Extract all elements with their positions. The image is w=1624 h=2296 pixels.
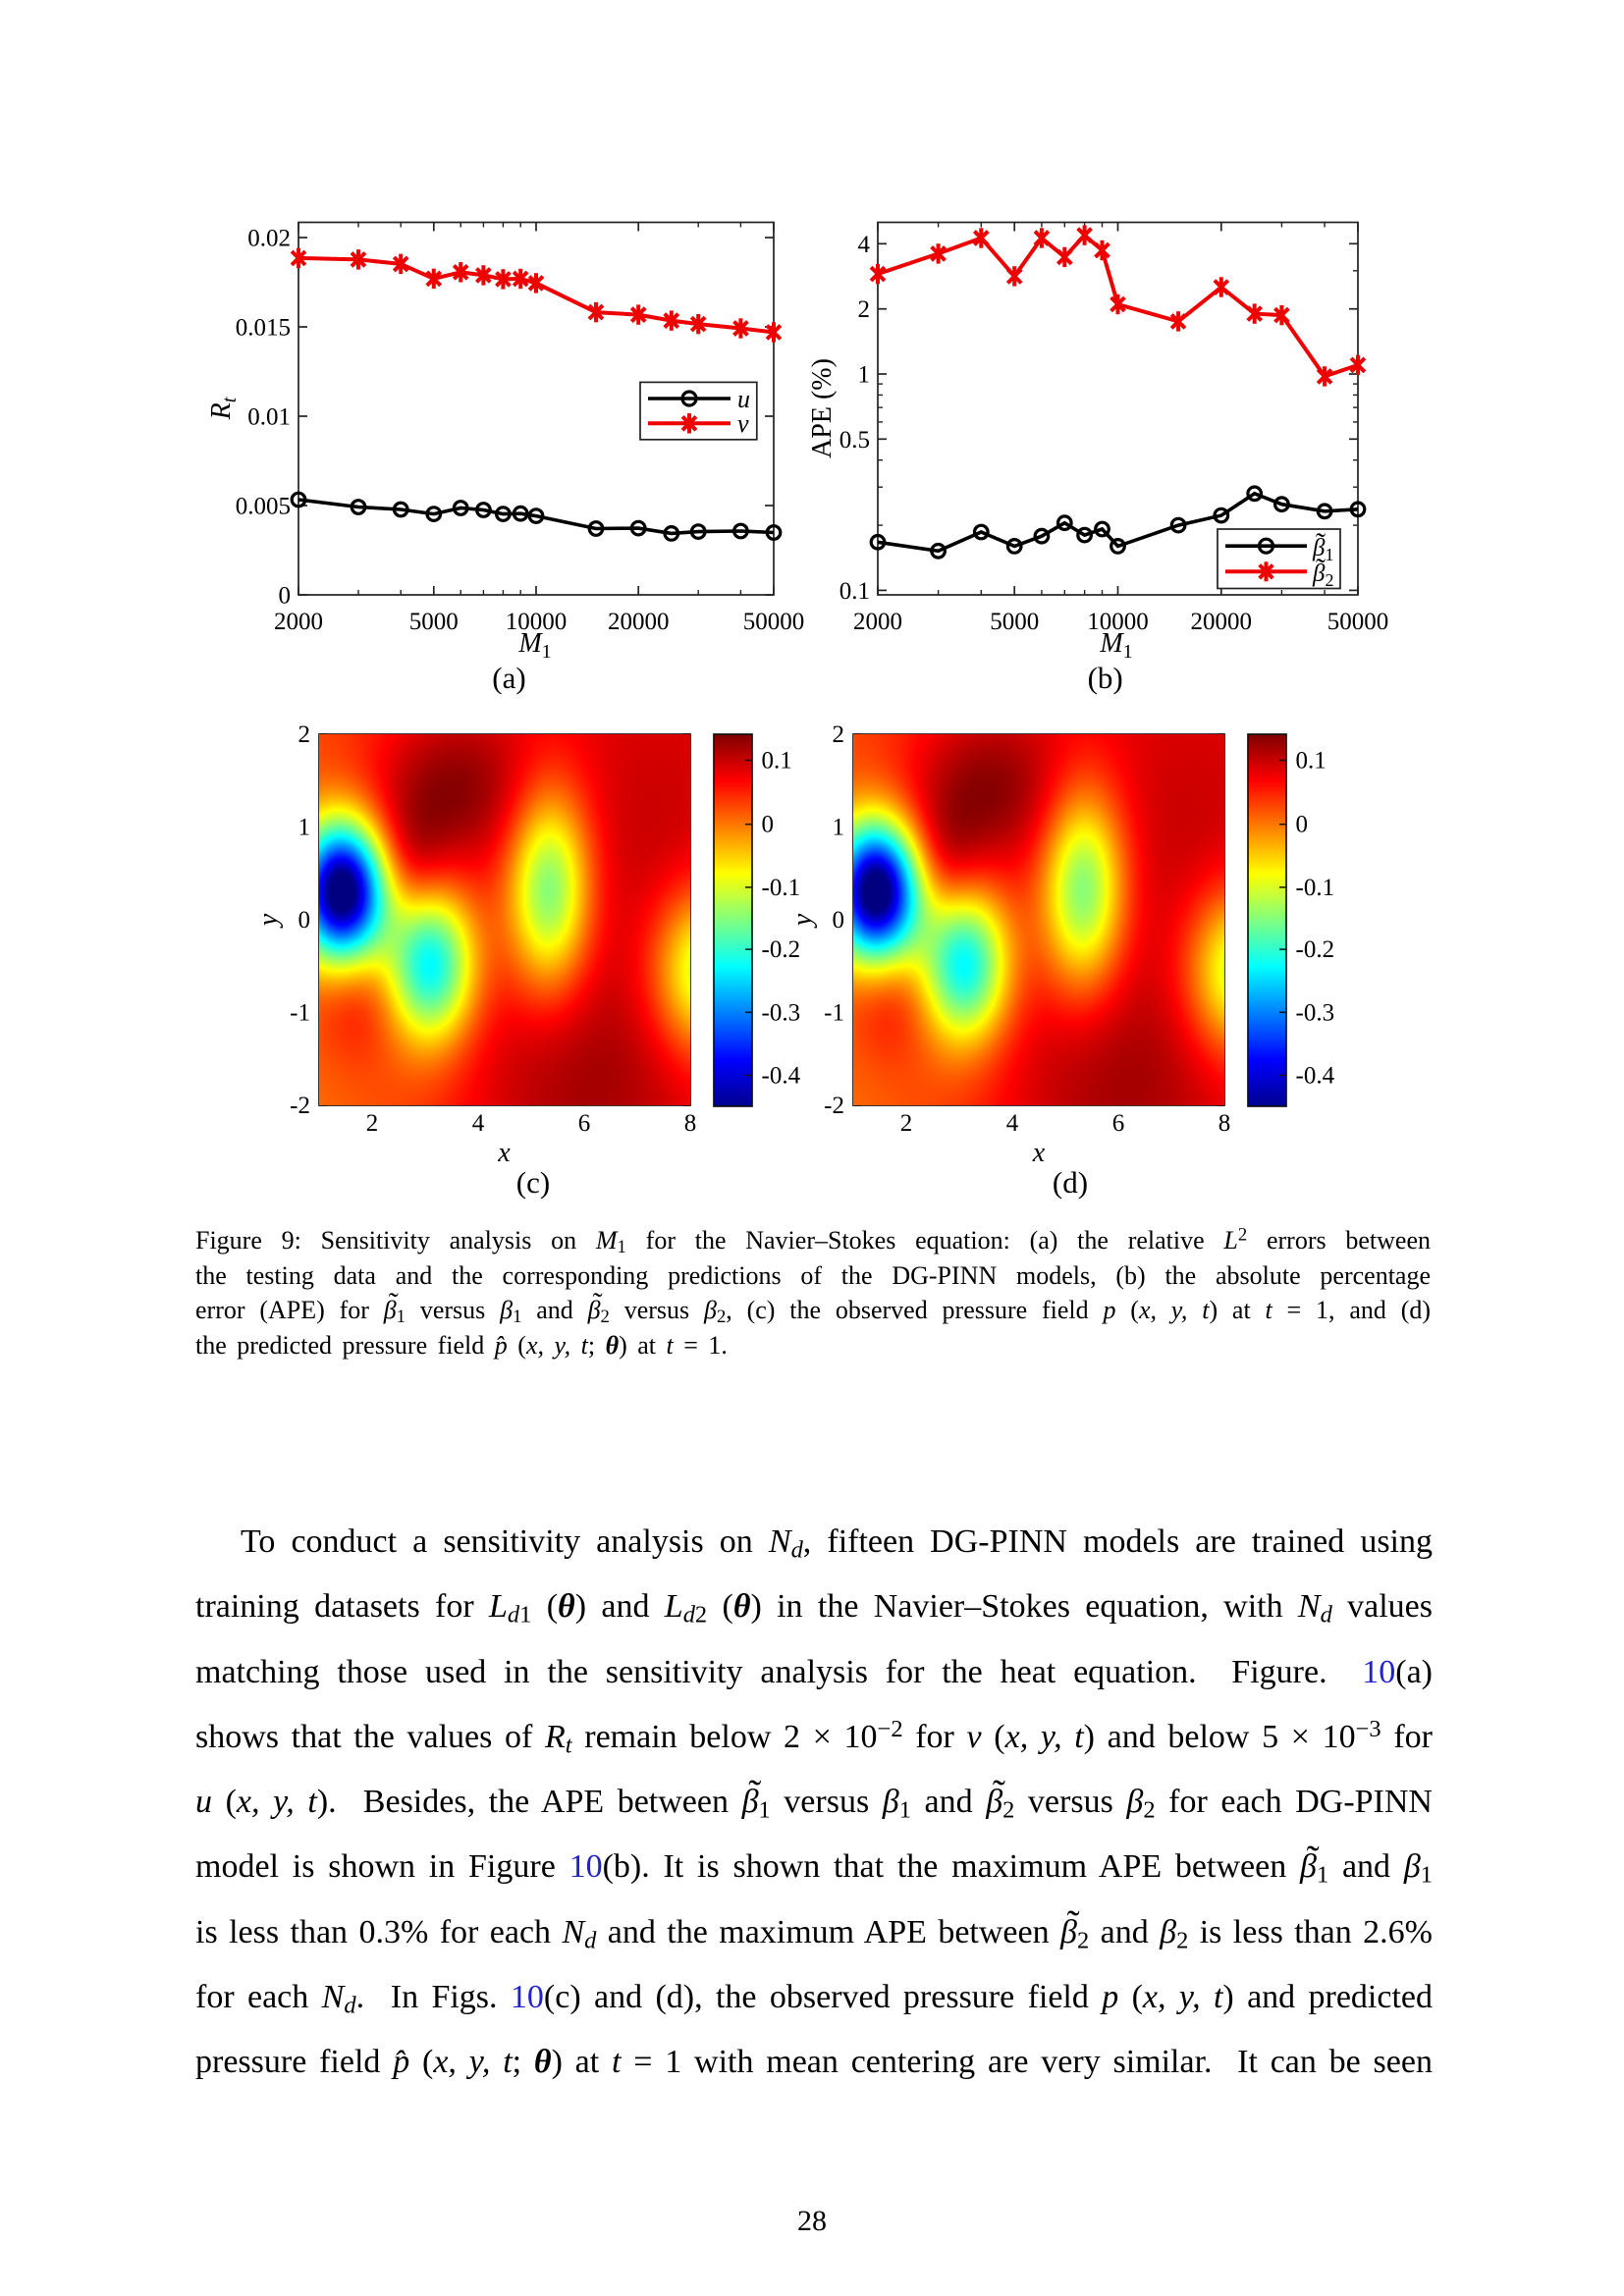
svg-text:y: y (253, 913, 284, 929)
svg-text:2000: 2000 (853, 609, 902, 635)
svg-text:2: 2 (858, 296, 871, 323)
svg-text:4: 4 (1006, 1110, 1019, 1137)
svg-text:0: 0 (762, 812, 775, 838)
svg-text:˜: ˜ (1316, 527, 1326, 560)
svg-text:-1: -1 (824, 1000, 844, 1027)
svg-text:2: 2 (366, 1110, 379, 1137)
svg-text:2: 2 (298, 721, 311, 748)
svg-text:0.005: 0.005 (236, 494, 291, 520)
svg-text:APE (%): APE (%) (807, 358, 838, 458)
svg-text:-0.4: -0.4 (1296, 1063, 1335, 1090)
svg-text:(a): (a) (492, 661, 525, 695)
svg-text:M1: M1 (517, 628, 551, 663)
svg-text:8: 8 (684, 1110, 697, 1137)
svg-text:0.1: 0.1 (839, 578, 870, 605)
svg-text:5000: 5000 (990, 609, 1039, 635)
svg-text:10000: 10000 (506, 609, 568, 635)
svg-text:x: x (1032, 1138, 1046, 1168)
svg-text:x: x (497, 1138, 511, 1168)
svg-text:4: 4 (472, 1110, 485, 1137)
svg-text:0.02: 0.02 (247, 226, 291, 252)
svg-text:v: v (737, 409, 749, 438)
svg-text:1: 1 (833, 815, 845, 841)
svg-text:20000: 20000 (608, 609, 670, 635)
svg-text:M1: M1 (1099, 628, 1132, 663)
svg-text:0.1: 0.1 (1296, 748, 1326, 774)
svg-text:0: 0 (298, 907, 311, 934)
svg-text:5000: 5000 (409, 609, 459, 635)
svg-text:0.1: 0.1 (762, 748, 792, 774)
svg-text:4: 4 (858, 232, 871, 258)
svg-text:-2: -2 (824, 1093, 844, 1119)
svg-text:(d): (d) (1053, 1165, 1088, 1200)
svg-text:6: 6 (1112, 1110, 1125, 1137)
svg-text:6: 6 (578, 1110, 591, 1137)
svg-text:Rt: Rt (206, 397, 241, 420)
svg-text:-0.2: -0.2 (1296, 936, 1335, 963)
svg-text:y: y (787, 913, 818, 929)
svg-text:2000: 2000 (274, 609, 323, 635)
svg-text:2: 2 (900, 1110, 913, 1137)
svg-text:u: u (737, 385, 750, 413)
svg-text:-0.3: -0.3 (1296, 999, 1335, 1026)
svg-text:0.015: 0.015 (236, 315, 291, 342)
svg-text:8: 8 (1218, 1110, 1231, 1137)
svg-text:(b): (b) (1088, 661, 1123, 695)
svg-text:-1: -1 (290, 1000, 310, 1027)
svg-text:0: 0 (1296, 812, 1309, 838)
svg-text:10000: 10000 (1087, 609, 1149, 635)
svg-text:1: 1 (858, 362, 871, 389)
svg-text:-0.1: -0.1 (762, 875, 801, 901)
svg-text:-0.4: -0.4 (762, 1063, 801, 1090)
svg-text:-0.1: -0.1 (1296, 875, 1335, 901)
svg-text:(c): (c) (516, 1165, 550, 1200)
svg-text:20000: 20000 (1191, 609, 1253, 635)
svg-text:˜: ˜ (1316, 553, 1326, 585)
svg-text:50000: 50000 (743, 609, 805, 635)
svg-text:0.01: 0.01 (247, 404, 291, 431)
svg-text:-2: -2 (290, 1093, 310, 1119)
svg-text:0: 0 (833, 907, 845, 934)
svg-text:-0.2: -0.2 (762, 936, 801, 963)
svg-text:2: 2 (833, 721, 845, 748)
svg-text:0: 0 (279, 583, 292, 610)
svg-text:50000: 50000 (1327, 609, 1389, 635)
svg-text:-0.3: -0.3 (762, 999, 801, 1026)
svg-text:0.5: 0.5 (839, 427, 870, 454)
svg-text:1: 1 (298, 815, 311, 841)
